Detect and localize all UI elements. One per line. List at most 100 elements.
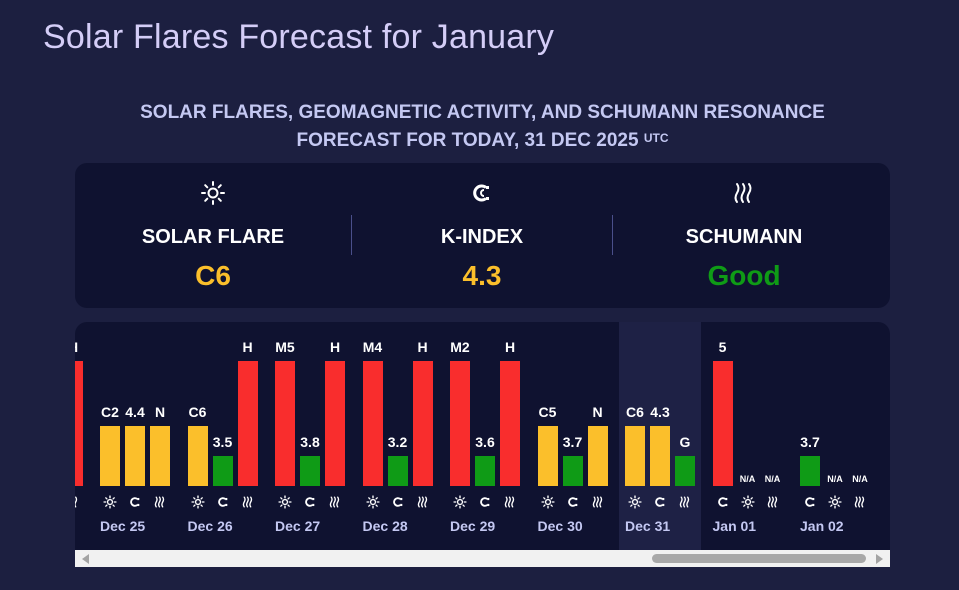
bar-value-label: 3.5	[212, 434, 233, 450]
wave-icon	[151, 495, 169, 514]
bar-sun	[275, 361, 295, 486]
wave-icon	[851, 495, 869, 514]
bar-value-label: C5	[538, 404, 557, 420]
bar-value-label: N/A	[827, 474, 843, 484]
scroll-right-arrow-icon[interactable]	[876, 554, 883, 564]
date-label: Jan 01	[712, 518, 757, 534]
forecast-subtitle: SOLAR FLARES, GEOMAGNETIC ACTIVITY, AND …	[75, 99, 890, 155]
bar-value-label: H	[504, 339, 516, 355]
sun-icon	[451, 495, 469, 514]
sun-icon	[200, 180, 226, 211]
bar-value-label: 5	[718, 339, 727, 355]
bar-wave	[675, 456, 695, 486]
chart-scrollbar[interactable]	[75, 550, 890, 567]
bar-value-label: 3.6	[475, 434, 495, 450]
subtitle-line-1: SOLAR FLARES, GEOMAGNETIC ACTIVITY, AND …	[140, 102, 825, 123]
magnet-icon	[651, 495, 669, 514]
bar-value-label: M5	[275, 339, 295, 355]
magnet-icon	[214, 495, 232, 514]
wave-icon	[326, 495, 344, 514]
date-label: Dec 26	[187, 518, 233, 534]
bar-value-label: 3.7	[562, 434, 583, 450]
sun-icon	[364, 495, 382, 514]
bar-magnet	[650, 426, 670, 486]
bar-value-label: C6	[188, 404, 207, 420]
date-label: Jan 02	[800, 518, 844, 534]
bar-wave	[325, 361, 345, 486]
bar-value-label: M2	[450, 339, 470, 355]
schumann-value: Good	[707, 260, 781, 291]
date-label: Dec 25	[100, 518, 146, 534]
bar-value-label: 3.8	[300, 434, 320, 450]
bar-previous-schumann	[75, 361, 83, 486]
bar-wave	[587, 426, 608, 486]
forecast-chart[interactable]: H C2 4.4 N Dec 25 C6 3.5 H Dec 26 M5 3.8 H Dec 27 M4 3…	[75, 322, 890, 550]
schumann-summary: SCHUMANN Good	[613, 163, 875, 308]
date-label: Dec 30	[537, 518, 583, 534]
scroll-thumb[interactable]	[652, 554, 866, 563]
magnet-icon	[389, 495, 407, 514]
bar-value-label: M4	[362, 339, 383, 355]
bar-sun	[362, 361, 383, 486]
bar-sun	[187, 426, 208, 486]
magnet-icon	[564, 495, 582, 514]
schumann-label: SCHUMANN	[685, 226, 803, 248]
wave-icon	[501, 495, 519, 514]
divider	[612, 215, 613, 255]
bar-value-label: 3.7	[800, 434, 820, 450]
subtitle-date: FORECAST FOR TODAY, 31 DEC 2025	[296, 130, 639, 151]
sun-icon	[189, 495, 207, 514]
bar-sun	[450, 361, 470, 486]
bar-value-label: H	[75, 339, 93, 355]
bar-value-label: 4.4	[125, 404, 145, 420]
bar-magnet	[562, 456, 583, 486]
solar-flare-summary: SOLAR FLARE C6	[75, 163, 351, 308]
sun-icon	[826, 495, 844, 514]
bar-value-label: N/A	[852, 474, 868, 484]
bar-wave	[237, 361, 258, 486]
bar-magnet	[125, 426, 145, 486]
solar-flare-label: SOLAR FLARE	[141, 226, 285, 248]
magnet-icon	[476, 495, 494, 514]
today-summary-panel: SOLAR FLARE C6 K-INDEX 4.3 SCHUMANN Good	[75, 163, 890, 308]
scroll-left-arrow-icon[interactable]	[82, 554, 89, 564]
k-index-label: K-INDEX	[440, 226, 524, 248]
subtitle-line-2: FORECAST FOR TODAY, 31 DEC 2025 UTC	[75, 127, 890, 155]
magnet-icon	[801, 495, 819, 514]
wave-icon	[414, 495, 432, 514]
wave-icon	[764, 495, 782, 514]
sun-icon	[101, 495, 119, 514]
k-index-summary: K-INDEX 4.3	[352, 163, 612, 308]
bar-magnet	[387, 456, 408, 486]
sun-icon	[739, 495, 757, 514]
bar-value-label: N	[154, 404, 166, 420]
bar-value-label: H	[242, 339, 253, 355]
k-index-value: 4.3	[462, 260, 502, 291]
sun-icon	[539, 495, 557, 514]
bar-value-label: N/A	[764, 474, 781, 484]
bar-wave	[412, 361, 433, 486]
bar-sun	[537, 426, 558, 486]
date-label: Dec 29	[450, 518, 496, 534]
bar-sun	[800, 456, 820, 486]
bar-value-label: C2	[101, 404, 119, 420]
bar-wave	[500, 361, 520, 486]
bar-value-label: N/A	[739, 474, 756, 484]
bar-sun	[100, 426, 120, 486]
magnet-icon	[469, 180, 495, 211]
bar-value-label: 4.3	[650, 404, 670, 420]
magnet-icon	[126, 495, 144, 514]
bar-magnet	[300, 456, 320, 486]
wave-icon	[676, 495, 694, 514]
sun-icon	[276, 495, 294, 514]
bar-value-label: C6	[626, 404, 644, 420]
bar-value-label: N	[592, 404, 603, 420]
bar-value-label: H	[417, 339, 428, 355]
bar-magnet	[475, 456, 495, 486]
solar-flare-value: C6	[195, 260, 231, 291]
wave-icon	[239, 495, 257, 514]
date-label: Dec 31	[625, 518, 671, 534]
bar-value-label: G	[679, 434, 691, 450]
sun-icon	[626, 495, 644, 514]
wave-icon	[731, 180, 757, 211]
